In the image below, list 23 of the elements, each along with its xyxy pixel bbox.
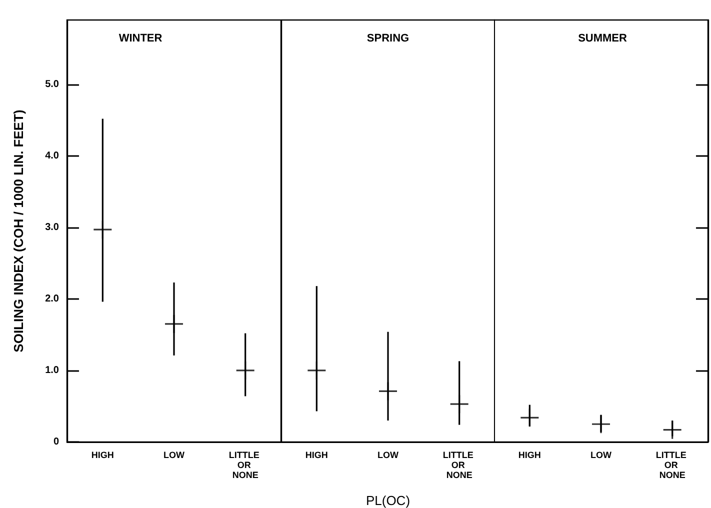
- text: SPRING: [366, 32, 409, 44]
- y-tick-label: 0: [53, 436, 60, 448]
- y-tick-label: 3.0: [45, 222, 60, 233]
- x-tick-label: LOW: [590, 450, 612, 460]
- y-tick-label: 5.0: [45, 78, 60, 90]
- x-tick-label: HIGH: [91, 450, 114, 460]
- point: [94, 220, 112, 239]
- y-tick-label: 2.0: [45, 293, 60, 304]
- x-tick-label: LITTLE OR NONE: [656, 450, 690, 480]
- y-tick-label: 1.0: [45, 364, 60, 376]
- point: [165, 314, 183, 333]
- y-axis-title: SOILING INDEX (COH / 1000 LIN. FEET): [11, 110, 26, 352]
- x-tick-label: HIGH: [518, 450, 542, 460]
- x-tick-label: LITTLE OR NONE: [228, 450, 262, 480]
- x-tick-label: LOW: [164, 450, 185, 460]
- point: [236, 361, 254, 380]
- text: SUMMER: [578, 32, 628, 44]
- x-tick-label: HIGH: [305, 450, 328, 460]
- y-tick-label: 4.0: [45, 150, 60, 162]
- x-axis-title: PL(OC): [366, 493, 410, 508]
- text: WINTER: [118, 32, 162, 44]
- x-tick-label: LOW: [377, 450, 399, 460]
- x-tick-label: LITTLE OR NONE: [442, 450, 476, 480]
